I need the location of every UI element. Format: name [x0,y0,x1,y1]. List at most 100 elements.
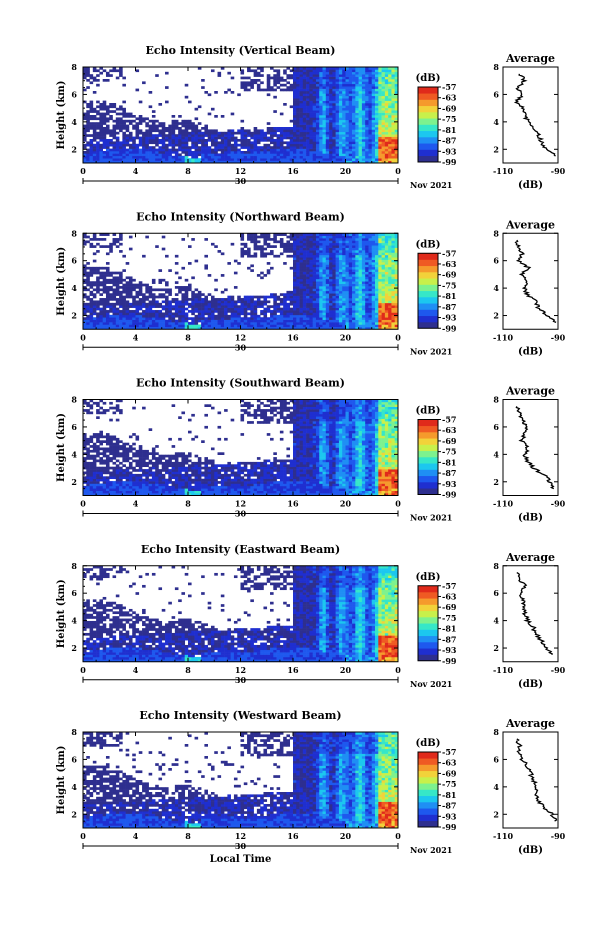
heatmap-cell [92,310,97,313]
heatmap-cell [371,252,376,256]
heatmap-cell [302,134,307,137]
heatmap-cell [325,122,330,125]
heatmap-cell [191,151,195,154]
heatmap-cell [319,240,323,244]
heatmap-cell [135,148,140,152]
heatmap-cell [342,262,346,265]
heatmap-cell [384,134,389,137]
heatmap-cell [296,266,300,270]
heatmap-cell [394,69,399,73]
heatmap-cell [312,242,317,246]
heatmap-cell [296,295,300,299]
heatmap-cell [306,257,310,260]
heatmap-cell [105,124,110,128]
heatmap-cell [92,319,97,323]
heatmap-cell [125,134,130,137]
heatmap-cell [378,307,382,311]
heatmap-cell [322,288,327,292]
heatmap-cell [384,100,389,104]
heatmap-cell [348,242,353,246]
heatmap-cell [381,262,386,265]
heatmap-cell [329,158,333,161]
heatmap-cell [247,254,251,258]
heatmap-cell [368,112,373,116]
heatmap-cell [145,283,149,287]
heatmap-cell [345,88,350,92]
heatmap-cell [309,252,313,256]
heatmap-cell [371,151,376,154]
heatmap-cell [92,153,97,157]
heatmap-cell [361,276,366,280]
heatmap-cell [352,112,356,116]
heatmap-cell [335,238,340,241]
heatmap-cell [296,100,300,104]
heatmap-cell [361,290,366,294]
y-axis-label: Height (km) [56,81,67,150]
heatmap-cell [243,86,248,89]
heatmap-cell [293,235,297,239]
heatmap-cell [165,134,169,137]
heatmap-cell [168,310,172,313]
heatmap-cell [247,131,251,135]
heatmap-cell [283,79,287,82]
heatmap-cell [194,134,199,137]
heatmap-cell [266,74,271,77]
heatmap-cell [348,293,353,296]
heatmap-cell [178,136,182,140]
heatmap-cell [279,112,284,116]
heatmap-cell [184,134,189,137]
heatmap-cell [319,257,323,260]
heatmap-cell [128,276,133,280]
heatmap-cell [184,312,189,316]
heatmap-cell [378,326,382,330]
heatmap-cell [233,314,238,318]
heatmap-cell [315,250,320,253]
heatmap-cell [361,115,366,118]
heatmap-cell [201,314,205,318]
heatmap-cell [293,283,297,287]
heatmap-cell [266,269,271,272]
heatmap-cell [253,143,258,147]
heatmap-cell [332,124,336,128]
heatmap-cell [247,252,251,256]
heatmap-cell [86,134,90,137]
heatmap-cell [329,122,333,125]
heatmap-cell [250,136,254,140]
heatmap-cell [227,322,231,325]
heatmap-cell [260,271,264,275]
heatmap-cell [352,278,356,282]
heatmap-cell [335,95,340,99]
heatmap-cell [299,136,304,140]
heatmap-cell [312,252,317,256]
heatmap-cell [299,305,304,308]
heatmap-cell [338,290,343,294]
heatmap-cell [342,305,346,308]
heatmap-cell [375,112,379,116]
heatmap-cell [105,322,110,325]
heatmap-cell [243,158,248,161]
heatmap-cell [89,314,94,318]
heatmap-cell [361,95,366,99]
heatmap-cell [86,158,90,161]
heatmap-cell [89,158,94,161]
heatmap-cell [329,153,333,157]
heatmap-cell [361,105,366,109]
heatmap-cell [325,124,330,128]
heatmap-cell [178,288,182,292]
heatmap-cell [119,153,123,157]
heatmap-cell [361,233,366,236]
heatmap-cell [230,134,235,137]
heatmap-cell [283,262,287,265]
heatmap-cell [309,139,313,142]
heatmap-cell [322,160,327,164]
heatmap-cell [388,86,392,89]
heatmap-cell [128,305,133,308]
heatmap-cell [371,276,376,280]
heatmap-cell [289,143,294,147]
heatmap-cell [365,127,369,130]
heatmap-cell [335,262,340,265]
heatmap-cell [381,322,386,325]
heatmap-cell [247,158,251,161]
heatmap-cell [270,295,274,299]
heatmap-cell [345,262,350,265]
